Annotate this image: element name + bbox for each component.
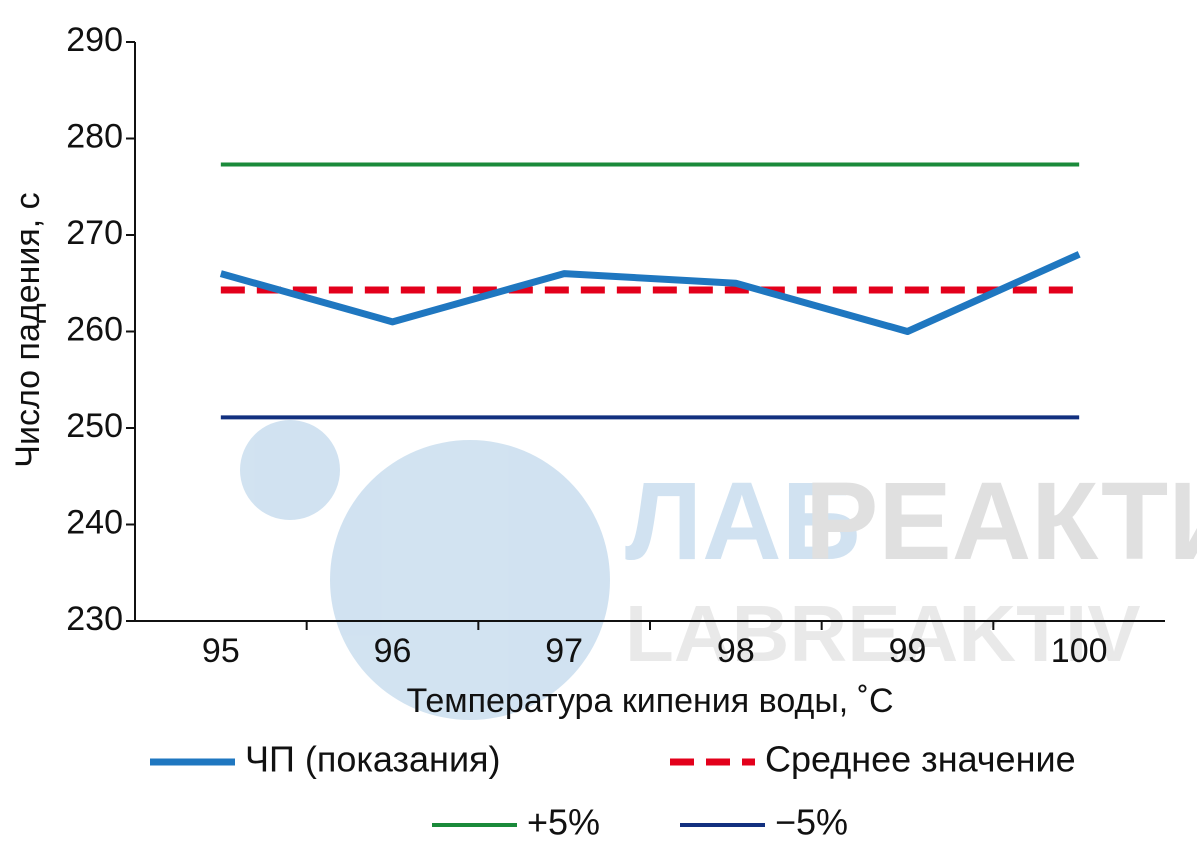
x-axis-label: Температура кипения воды, ˚С xyxy=(406,682,893,720)
x-tick-label: 100 xyxy=(1051,632,1108,670)
watermark-text: LABREAKTIV xyxy=(625,589,1141,678)
y-tick-label: 280 xyxy=(66,117,123,155)
x-tick-label: 98 xyxy=(717,632,755,670)
y-tick-label: 230 xyxy=(66,600,123,638)
watermark: ЛАБ РЕАКТИВ LABREAKTIV xyxy=(240,420,1197,720)
watermark-circle xyxy=(330,440,610,720)
legend-label: ЧП (показания) xyxy=(245,739,501,780)
x-tick-label: 96 xyxy=(374,632,412,670)
x-tick-label: 99 xyxy=(889,632,927,670)
watermark-text: РЕАКТИВ xyxy=(805,460,1197,583)
x-tick-label: 97 xyxy=(545,632,583,670)
watermark-circle xyxy=(240,420,340,520)
watermark-text: ЛАБ xyxy=(625,460,861,583)
series-line xyxy=(219,251,1081,335)
legend-label: +5% xyxy=(527,802,600,843)
y-tick-label: 270 xyxy=(66,214,123,252)
legend-label: −5% xyxy=(775,802,848,843)
y-axis-label: Число падения, с xyxy=(9,192,47,467)
y-tick-label: 250 xyxy=(66,407,123,445)
y-tick-label: 240 xyxy=(66,503,123,541)
x-tick-label: 95 xyxy=(202,632,240,670)
legend-label: Среднее значение xyxy=(765,739,1076,780)
y-tick-label: 290 xyxy=(66,21,123,59)
y-tick-label: 260 xyxy=(66,310,123,348)
